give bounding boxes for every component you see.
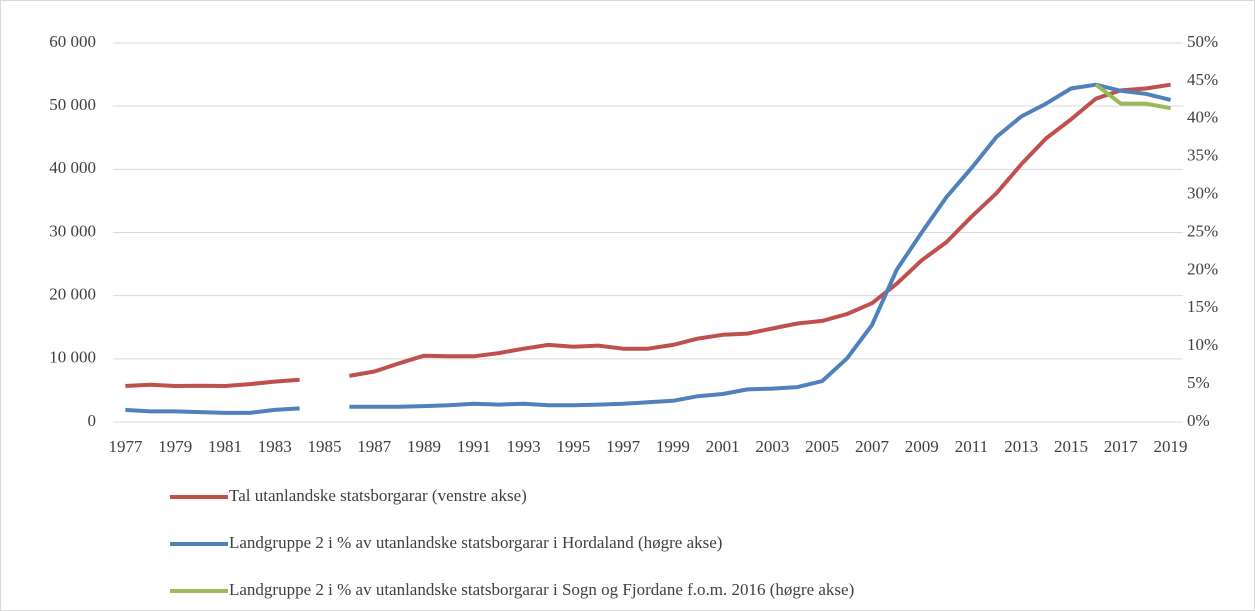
x-tick-label: 1979 [158,437,192,456]
y2-tick-label: 10% [1187,335,1218,354]
y-tick-label: 10 000 [49,348,96,367]
y2-tick-label: 40% [1187,108,1218,127]
x-tick-label: 1995 [556,437,590,456]
x-tick-label: 1993 [507,437,541,456]
x-tick-label: 2015 [1054,437,1088,456]
x-tick-label: 2005 [805,437,839,456]
y-tick-label: 20 000 [49,285,96,304]
y2-tick-label: 20% [1187,259,1218,278]
x-tick-label: 2003 [755,437,789,456]
series-line [125,82,1171,388]
x-tick-label: 1997 [606,437,641,456]
y2-tick-label: 45% [1187,70,1218,89]
y-tick-label: 60 000 [49,32,96,51]
x-tick-label: 2013 [1004,437,1038,456]
x-tick-label: 2017 [1104,437,1139,456]
y2-tick-label: 30% [1187,184,1218,203]
y-tick-label: 0 [88,411,97,430]
y2-tick-label: 5% [1187,373,1210,392]
y2-tick-label: 35% [1187,146,1218,165]
y2-tick-label: 0% [1187,411,1210,430]
x-tick-label: 1987 [357,437,392,456]
y-tick-label: 40 000 [49,158,96,177]
series-line [125,82,1172,415]
legend-label: Landgruppe 2 i % av utanlandske statsbor… [229,580,854,599]
y-tick-label: 50 000 [49,95,96,114]
x-tick-label: 1985 [308,437,342,456]
x-tick-label: 2019 [1154,437,1188,456]
x-tick-label: 1981 [208,437,242,456]
x-tick-label: 1991 [457,437,491,456]
x-tick-label: 2009 [905,437,939,456]
legend-label: Landgruppe 2 i % av utanlandske statsbor… [229,533,722,552]
x-tick-label: 2001 [706,437,740,456]
x-tick-label: 1999 [656,437,690,456]
series-line [1094,83,1171,111]
x-tick-label: 2007 [855,437,890,456]
y-tick-label: 30 000 [49,221,96,240]
x-tick-label: 2011 [955,437,988,456]
y2-tick-label: 25% [1187,221,1218,240]
x-tick-label: 1977 [108,437,143,456]
x-tick-label: 1989 [407,437,441,456]
y2-tick-label: 15% [1187,297,1218,316]
x-tick-label: 1983 [258,437,292,456]
y2-tick-label: 50% [1187,32,1218,51]
legend-label: Tal utanlandske statsborgarar (venstre a… [229,486,527,505]
